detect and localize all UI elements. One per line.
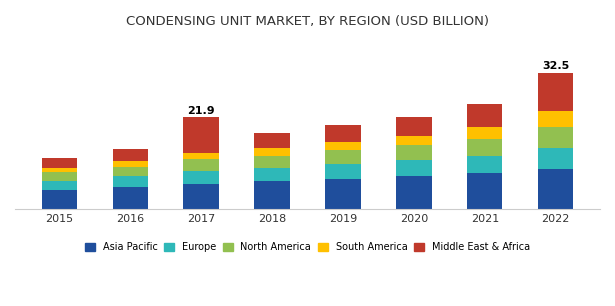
Bar — [255, 133, 290, 148]
Bar — [396, 117, 432, 136]
Bar — [113, 167, 148, 177]
Bar — [255, 181, 290, 208]
Bar — [113, 187, 148, 208]
Bar — [538, 73, 573, 110]
Bar — [42, 172, 77, 181]
Bar — [467, 127, 502, 139]
Bar — [42, 181, 77, 190]
Bar — [183, 184, 219, 208]
Title: CONDENSING UNIT MARKET, BY REGION (USD BILLION): CONDENSING UNIT MARKET, BY REGION (USD B… — [126, 15, 489, 28]
Bar — [113, 149, 148, 161]
Bar — [325, 164, 360, 178]
Bar — [396, 136, 432, 145]
Bar — [325, 150, 360, 164]
Legend: Asia Pacific, Europe, North America, South America, Middle East & Africa: Asia Pacific, Europe, North America, Sou… — [81, 238, 534, 256]
Bar — [42, 190, 77, 208]
Bar — [183, 117, 219, 153]
Bar — [183, 171, 219, 184]
Bar — [538, 127, 573, 148]
Bar — [467, 104, 502, 127]
Bar — [396, 176, 432, 208]
Bar — [538, 169, 573, 208]
Bar — [183, 159, 219, 171]
Bar — [325, 125, 360, 142]
Bar — [255, 168, 290, 181]
Text: 32.5: 32.5 — [542, 61, 569, 71]
Bar — [396, 145, 432, 160]
Bar — [113, 161, 148, 167]
Bar — [255, 148, 290, 155]
Bar — [467, 155, 502, 173]
Text: 21.9: 21.9 — [188, 106, 215, 115]
Bar — [538, 148, 573, 169]
Bar — [325, 142, 360, 150]
Bar — [396, 160, 432, 176]
Bar — [467, 173, 502, 208]
Bar — [113, 177, 148, 187]
Bar — [325, 178, 360, 208]
Bar — [183, 153, 219, 159]
Bar — [255, 155, 290, 168]
Bar — [42, 158, 77, 168]
Bar — [538, 110, 573, 127]
Bar — [42, 168, 77, 172]
Bar — [467, 139, 502, 155]
